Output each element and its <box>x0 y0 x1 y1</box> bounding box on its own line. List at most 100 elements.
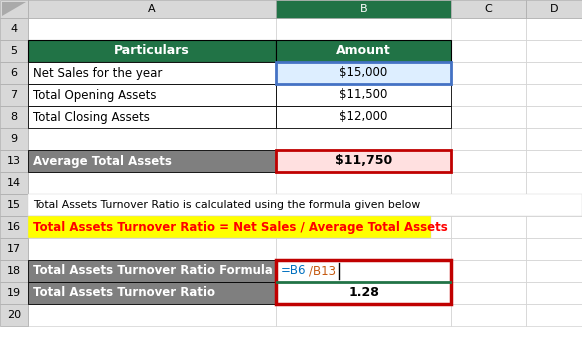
Bar <box>451 40 526 62</box>
Text: 9: 9 <box>10 134 17 144</box>
Bar <box>276 106 451 128</box>
Bar <box>0 194 28 216</box>
Bar <box>0 172 28 194</box>
Text: /B13: /B13 <box>309 264 336 277</box>
Text: Net Sales for the year: Net Sales for the year <box>33 66 162 79</box>
Text: C: C <box>485 4 492 14</box>
Bar <box>526 40 582 62</box>
Text: Total Assets Turnover Ratio is calculated using the formula given below: Total Assets Turnover Ratio is calculate… <box>33 200 420 210</box>
Bar <box>276 216 451 238</box>
Text: Total Closing Assets: Total Closing Assets <box>33 110 150 123</box>
Bar <box>276 260 451 282</box>
Bar <box>28 62 276 84</box>
Bar <box>526 0 582 18</box>
Bar <box>451 18 526 40</box>
Bar <box>28 150 276 172</box>
Bar <box>28 282 276 304</box>
Bar <box>28 216 276 238</box>
Bar <box>276 84 451 106</box>
Bar <box>28 304 276 326</box>
Text: 19: 19 <box>7 288 21 298</box>
Bar <box>276 304 451 326</box>
Text: 1.28: 1.28 <box>348 287 379 300</box>
Bar <box>0 18 28 40</box>
Text: $12,000: $12,000 <box>339 110 388 123</box>
Bar <box>276 40 451 62</box>
Bar <box>526 128 582 150</box>
Text: Average Total Assets: Average Total Assets <box>33 155 172 168</box>
Bar <box>276 128 451 150</box>
Bar <box>276 282 451 304</box>
Bar <box>0 150 28 172</box>
Bar <box>28 260 276 282</box>
Bar <box>526 150 582 172</box>
Bar <box>451 172 526 194</box>
Bar <box>0 238 28 260</box>
Text: B: B <box>360 4 367 14</box>
Bar <box>451 282 526 304</box>
Bar <box>28 106 276 128</box>
Text: D: D <box>550 4 558 14</box>
Bar <box>0 216 28 238</box>
Text: 13: 13 <box>7 156 21 166</box>
Polygon shape <box>2 2 26 16</box>
Text: Particulars: Particulars <box>114 44 190 57</box>
Bar <box>276 18 451 40</box>
Text: 17: 17 <box>7 244 21 254</box>
Bar <box>276 172 451 194</box>
Text: Amount: Amount <box>336 44 391 57</box>
Bar <box>451 106 526 128</box>
Bar <box>526 260 582 282</box>
Text: 6: 6 <box>10 68 17 78</box>
Text: $11,500: $11,500 <box>339 89 388 102</box>
Bar <box>0 40 28 62</box>
Text: 16: 16 <box>7 222 21 232</box>
Text: 8: 8 <box>10 112 17 122</box>
Bar <box>28 40 276 62</box>
Bar <box>28 84 276 106</box>
Text: 5: 5 <box>10 46 17 56</box>
Text: 14: 14 <box>7 178 21 188</box>
Bar <box>276 238 451 260</box>
Bar <box>28 0 276 18</box>
Bar <box>276 84 451 106</box>
Bar <box>28 128 276 150</box>
Bar <box>276 260 451 282</box>
Bar <box>451 194 526 216</box>
Bar <box>276 62 451 84</box>
Bar <box>276 62 451 84</box>
Bar <box>28 238 276 260</box>
Bar <box>28 260 276 282</box>
Bar <box>526 238 582 260</box>
Bar <box>28 216 431 238</box>
Bar <box>526 194 582 216</box>
Bar <box>451 128 526 150</box>
Bar <box>451 150 526 172</box>
Bar <box>451 0 526 18</box>
Text: $15,000: $15,000 <box>339 66 388 79</box>
Bar <box>28 84 276 106</box>
Bar <box>276 150 451 172</box>
Bar <box>28 194 582 216</box>
Bar <box>28 40 276 62</box>
Text: Total Assets Turnover Ratio Formula: Total Assets Turnover Ratio Formula <box>33 264 273 277</box>
Bar <box>0 84 28 106</box>
Bar <box>451 62 526 84</box>
Bar <box>276 194 451 216</box>
Bar <box>276 282 451 304</box>
Bar <box>28 282 276 304</box>
Bar <box>526 18 582 40</box>
Text: Total Assets Turnover Ratio: Total Assets Turnover Ratio <box>33 287 215 300</box>
Text: Total Assets Turnover Ratio = Net Sales / Average Total Assets: Total Assets Turnover Ratio = Net Sales … <box>33 221 448 234</box>
Text: Total Opening Assets: Total Opening Assets <box>33 89 157 102</box>
Bar <box>0 260 28 282</box>
Bar <box>276 260 451 304</box>
Bar <box>451 216 526 238</box>
Bar <box>526 84 582 106</box>
Bar <box>28 194 276 216</box>
Bar <box>28 106 276 128</box>
Bar <box>0 106 28 128</box>
Bar <box>526 216 582 238</box>
Bar <box>526 282 582 304</box>
Text: 4: 4 <box>10 24 17 34</box>
